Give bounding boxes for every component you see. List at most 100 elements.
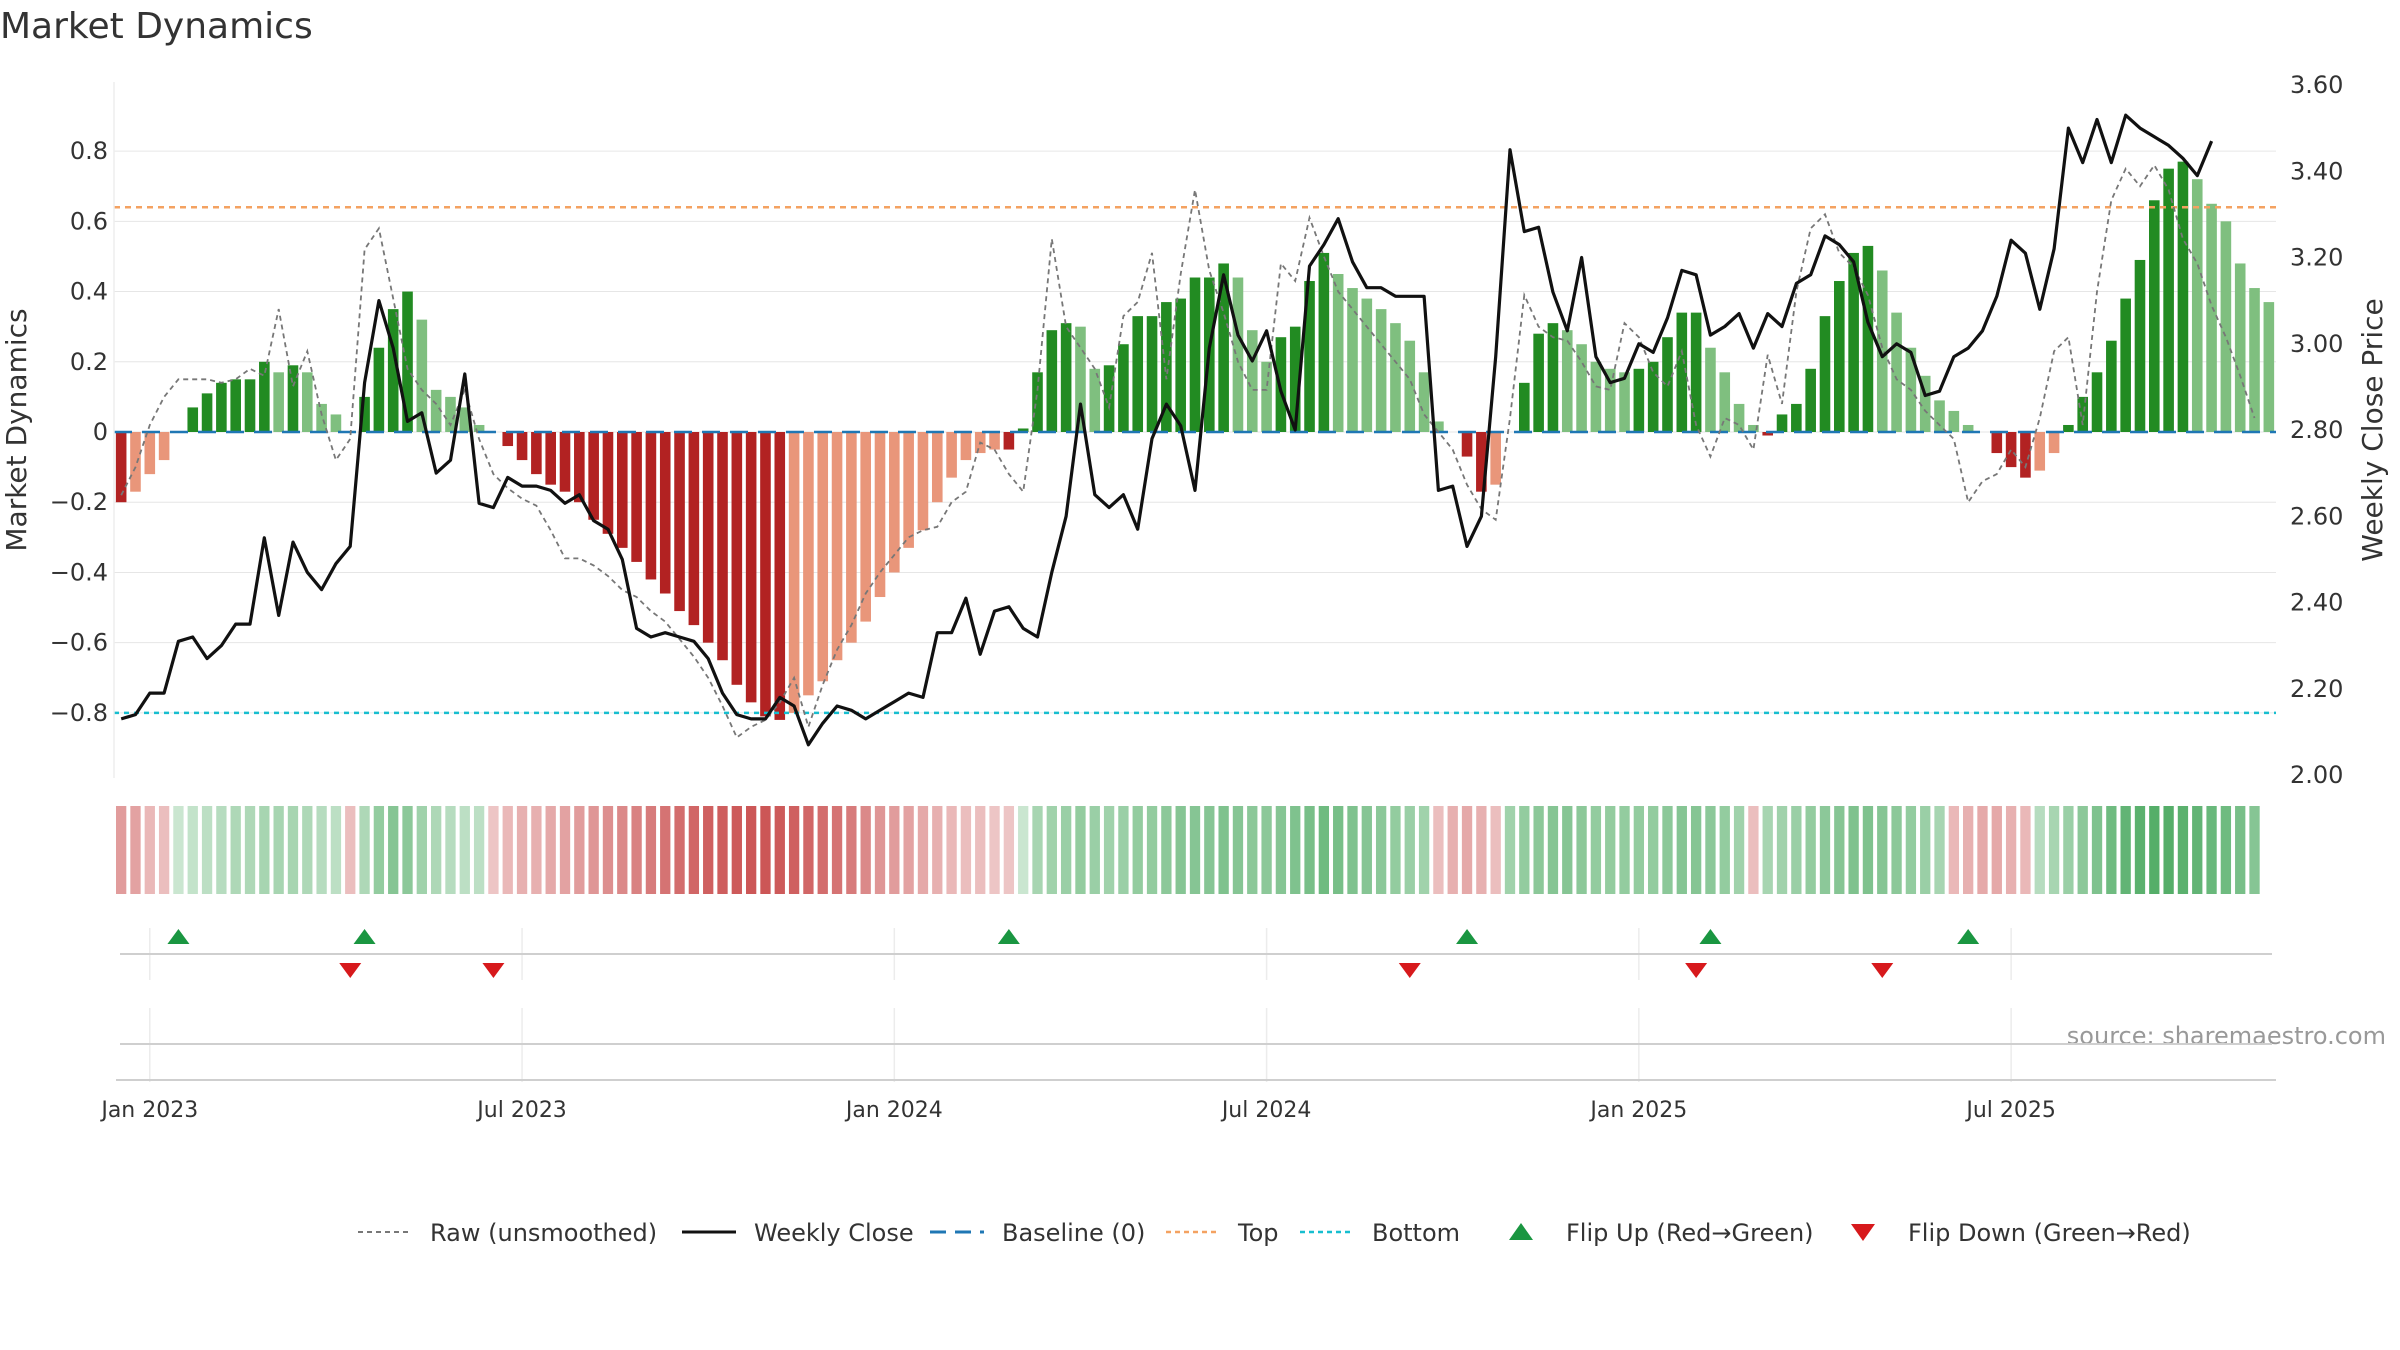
regime-cell: [502, 806, 513, 894]
regime-cell: [1490, 806, 1501, 894]
regime-cell: [846, 806, 857, 894]
momentum-bar: [1791, 403, 1802, 432]
momentum-bar: [1948, 410, 1960, 432]
flip-up-marker: [1699, 929, 1722, 944]
regime-cell: [975, 806, 986, 894]
y-right-tick-label: 3.20: [2290, 244, 2343, 272]
momentum-bar: [860, 432, 871, 622]
regime-cell: [2091, 806, 2103, 894]
momentum-bar: [301, 372, 313, 432]
regime-cell: [674, 806, 685, 894]
regime-cell: [788, 806, 800, 894]
momentum-bar: [745, 432, 757, 703]
momentum-bar: [502, 432, 514, 447]
regime-cell: [1404, 806, 1415, 894]
x-tick-label: Jan 2025: [1588, 1098, 1687, 1123]
regime-cell: [416, 806, 427, 894]
momentum-bar: [731, 432, 743, 685]
regime-cell: [1390, 806, 1401, 894]
regime-cell: [1791, 806, 1802, 894]
momentum-bar: [416, 319, 428, 432]
momentum-bar: [1075, 326, 1086, 432]
regime-cell: [1733, 806, 1745, 894]
regime-cell: [2077, 806, 2088, 894]
regime-cell: [1719, 806, 1730, 894]
momentum-bar: [1318, 252, 1330, 432]
momentum-bar: [889, 432, 900, 573]
regime-cell: [1461, 806, 1473, 894]
y-left-tick-label: 0.8: [70, 137, 108, 165]
momentum-bar: [1776, 414, 1788, 432]
regime-cell: [1805, 806, 1816, 894]
regime-cell: [1776, 806, 1788, 894]
regime-cell: [1075, 806, 1086, 894]
momentum-bar: [1246, 330, 1258, 432]
momentum-bar: [1719, 372, 1731, 432]
regime-cell: [2149, 806, 2160, 894]
y-left-tick-label: 0.6: [70, 207, 108, 235]
regime-cell: [917, 806, 929, 894]
momentum-bar: [1519, 382, 1530, 432]
regime-cell: [1905, 806, 1917, 894]
momentum-bar: [588, 432, 599, 520]
axes-layer: −0.8 −0.6 −0.4 −0.2 0 0.2 0.4 0.6 0.8 2.00 2.20 2.4…: [50, 71, 2344, 1123]
momentum-bar: [1848, 252, 1859, 432]
y-right-tick-label: 3.60: [2290, 71, 2343, 99]
momentum-bar: [1676, 312, 1688, 432]
momentum-bar: [960, 432, 972, 461]
regime-cell: [1089, 806, 1100, 894]
momentum-bar: [1862, 245, 1874, 432]
regime-cell: [932, 806, 943, 894]
momentum-bar: [1819, 316, 1831, 432]
regime-cell: [388, 806, 399, 894]
regime-cell: [817, 806, 828, 894]
regime-cell: [1290, 806, 1301, 894]
regime-cell: [158, 806, 170, 894]
regime-cell: [1204, 806, 1215, 894]
momentum-bar: [1647, 361, 1659, 432]
y-right-tick-label: 3.00: [2290, 330, 2343, 358]
regime-cell: [2163, 806, 2174, 894]
momentum-bar: [1032, 372, 1043, 432]
regime-cell: [430, 806, 442, 894]
x-tick-label: Jan 2024: [844, 1098, 943, 1123]
right-axis-title: Weekly Close Price: [2356, 298, 2389, 561]
regime-cell: [1920, 806, 1931, 894]
left-axis-title: Market Dynamics: [0, 308, 33, 551]
momentum-bar: [1060, 323, 1072, 432]
regime-cell: [2206, 806, 2217, 894]
momentum-bar: [2220, 221, 2232, 432]
regime-cell: [602, 806, 614, 894]
y-left-tick-label: −0.8: [50, 699, 108, 727]
momentum-bar: [516, 432, 528, 461]
legend-label-raw: Raw (unsmoothed): [430, 1219, 657, 1247]
regime-cell: [874, 806, 886, 894]
regime-cell: [1748, 806, 1759, 894]
momentum-bar: [402, 291, 413, 432]
momentum-bar: [917, 432, 929, 531]
momentum-bar: [144, 432, 156, 475]
regime-cell: [2235, 806, 2246, 894]
regime-cell: [116, 806, 127, 894]
flip-down-marker: [1871, 963, 1894, 978]
regime-cell: [1705, 806, 1716, 894]
regime-cell: [1161, 806, 1172, 894]
regime-cell: [173, 806, 184, 894]
regime-cell: [1118, 806, 1129, 894]
momentum-bar: [2191, 179, 2203, 432]
momentum-bar: [2048, 432, 2060, 454]
y-left-tick-label: 0: [93, 418, 108, 446]
regime-cell: [703, 806, 714, 894]
regime-cell: [860, 806, 871, 894]
momentum-bar: [316, 403, 327, 432]
momentum-bars: [115, 161, 2275, 720]
momentum-bar: [846, 432, 857, 643]
momentum-bar: [1390, 323, 1401, 432]
momentum-bar: [559, 432, 571, 492]
regime-cell: [345, 806, 356, 894]
momentum-bar: [831, 432, 843, 661]
regime-cell: [187, 806, 198, 894]
flip-markers: [167, 929, 1980, 978]
regime-cell: [1834, 806, 1845, 894]
x-tick-label: Jul 2025: [1964, 1098, 2056, 1123]
